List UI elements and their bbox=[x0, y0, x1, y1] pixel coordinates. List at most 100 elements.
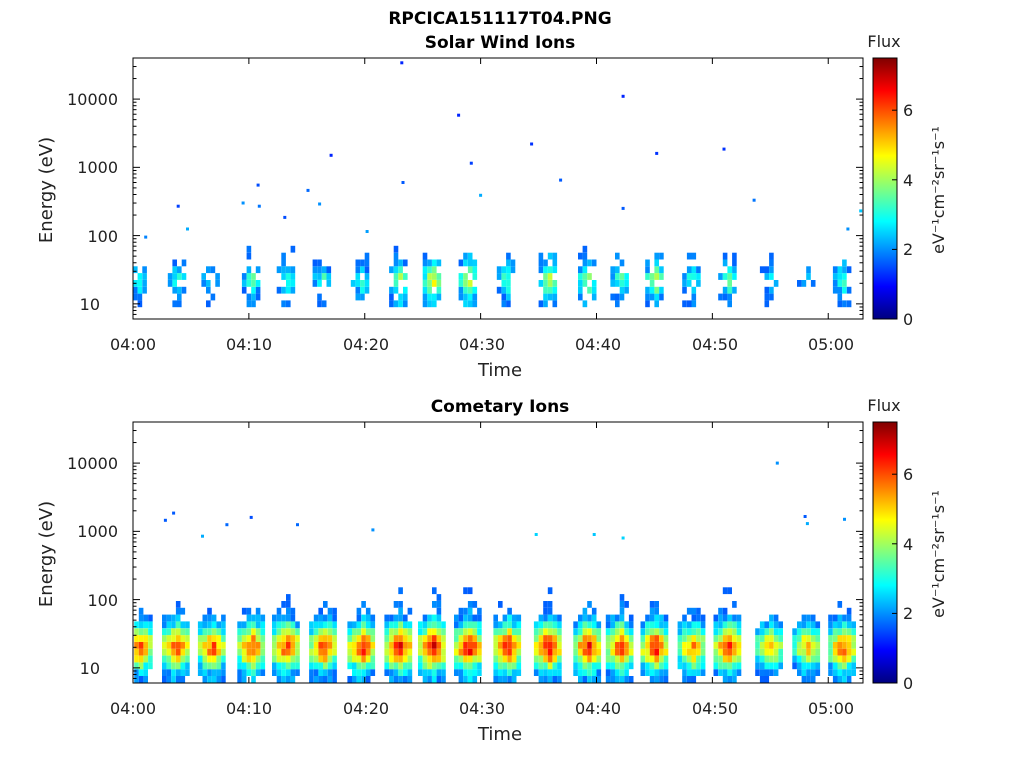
spectrogram-cell bbox=[691, 293, 697, 301]
spectrogram-cell bbox=[436, 259, 442, 267]
spectrogram-cell bbox=[759, 669, 765, 676]
spectrogram-cell bbox=[255, 621, 261, 629]
spectrogram-cell bbox=[496, 273, 502, 280]
spectrogram-cell bbox=[432, 669, 437, 676]
spectrogram-cell bbox=[281, 655, 286, 663]
spectrogram-cell bbox=[773, 635, 779, 642]
spectrogram-cell bbox=[216, 628, 221, 636]
spectrogram-cell bbox=[810, 280, 816, 287]
spectrogram-cell bbox=[797, 635, 802, 642]
figure-title: RPCICA151117T04.PNG bbox=[388, 9, 611, 29]
spectrogram-cell bbox=[356, 662, 362, 670]
spectrogram-cell bbox=[842, 300, 847, 308]
spectrogram-cell bbox=[696, 669, 701, 676]
spectrogram-cell bbox=[384, 655, 389, 663]
spectrogram-cell bbox=[778, 635, 783, 642]
spectrogram-cell bbox=[463, 648, 468, 656]
spectrogram-cell bbox=[533, 621, 539, 629]
spectrogram-cell bbox=[837, 266, 843, 274]
spectrogram-cell bbox=[246, 655, 252, 663]
spectrogram-cell bbox=[202, 641, 208, 649]
spectrogram-cell bbox=[842, 621, 847, 629]
spectrogram-cell bbox=[843, 517, 846, 521]
spectrogram-cell bbox=[682, 635, 687, 642]
spectrogram-cell bbox=[347, 628, 352, 636]
spectrogram-cell bbox=[803, 515, 807, 518]
spectrogram-cell bbox=[370, 635, 376, 642]
spectrogram-cell bbox=[801, 676, 807, 683]
spectrogram-cell bbox=[206, 286, 211, 294]
spectrogram-cell bbox=[533, 635, 539, 642]
spectrogram-cell bbox=[615, 628, 620, 636]
spectrogram-cell bbox=[815, 621, 821, 629]
spectrogram-cell bbox=[356, 641, 362, 649]
spectrogram-cell bbox=[360, 286, 365, 294]
spectrogram-cell bbox=[143, 676, 148, 683]
spectrogram-cell bbox=[493, 641, 498, 649]
spectrogram-cell bbox=[792, 662, 797, 670]
spectrogram-cell bbox=[166, 669, 172, 676]
spectrogram-cell bbox=[832, 676, 838, 683]
spectrogram-cell bbox=[207, 662, 212, 670]
spectrogram-cell bbox=[323, 676, 328, 683]
spectrogram-cell bbox=[736, 648, 742, 656]
spectrogram-cell bbox=[842, 628, 847, 636]
spectrogram-cell bbox=[463, 614, 468, 622]
spectrogram-cell bbox=[403, 635, 408, 642]
spectrogram-cell bbox=[432, 280, 437, 287]
spectrogram-cell bbox=[211, 669, 217, 676]
spectrogram-cell bbox=[649, 286, 655, 294]
spectrogram-cell bbox=[206, 280, 211, 287]
spectrogram-cell bbox=[472, 293, 478, 301]
spectrogram-cell bbox=[477, 655, 482, 663]
spectrogram-cell bbox=[332, 648, 337, 656]
spectrogram-cell bbox=[649, 662, 655, 670]
spectrogram-cell bbox=[467, 669, 473, 676]
spectrogram-cell bbox=[393, 286, 399, 294]
spectrogram-cell bbox=[628, 676, 634, 683]
spectrogram-cell bbox=[502, 621, 508, 629]
spectrogram-cell bbox=[764, 669, 770, 676]
spectrogram-cell bbox=[389, 621, 394, 629]
spectrogram-cell bbox=[722, 614, 728, 622]
spectrogram-cell bbox=[506, 273, 511, 280]
x-tick-label: 04:50 bbox=[692, 699, 738, 718]
spectrogram-cell bbox=[167, 273, 173, 280]
spectrogram-cell bbox=[727, 266, 732, 274]
spectrogram-cell bbox=[272, 662, 277, 670]
spectrogram-cell bbox=[773, 621, 779, 629]
spectrogram-cell bbox=[281, 266, 286, 274]
spectrogram-cell bbox=[458, 280, 464, 287]
spectrogram-cell bbox=[276, 635, 282, 642]
spectrogram-cell bbox=[403, 259, 408, 267]
spectrogram-cell bbox=[649, 628, 655, 636]
spectrogram-cell bbox=[769, 655, 774, 663]
spectrogram-cell bbox=[393, 648, 399, 656]
spectrogram-cell bbox=[691, 614, 697, 622]
spectrogram-cell bbox=[467, 607, 473, 615]
spectrogram-cell bbox=[722, 607, 728, 615]
spectrogram-cell bbox=[403, 614, 408, 622]
spectrogram-cell bbox=[624, 635, 629, 642]
spectrogram-cell bbox=[764, 662, 770, 670]
spectrogram-cell bbox=[851, 621, 856, 629]
spectrogram-cell bbox=[281, 601, 286, 608]
spectrogram-cell bbox=[682, 676, 687, 683]
spectrogram-cell bbox=[276, 669, 282, 676]
spectrogram-cell bbox=[538, 614, 544, 622]
spectrogram-cell bbox=[769, 293, 774, 301]
spectrogram-cell bbox=[502, 655, 508, 663]
spectrogram-cell bbox=[502, 628, 508, 636]
spectrogram-cell bbox=[846, 641, 852, 649]
spectrogram-cell bbox=[318, 669, 323, 676]
spectrogram-cell bbox=[162, 662, 167, 670]
spectrogram-cell bbox=[801, 669, 807, 676]
spectrogram-cell bbox=[255, 266, 261, 274]
spectrogram-cell bbox=[255, 286, 261, 294]
spectrogram-cell bbox=[251, 614, 256, 622]
spectrogram-cell bbox=[364, 252, 370, 260]
spectrogram-cell bbox=[172, 266, 177, 274]
spectrogram-cell bbox=[427, 648, 432, 656]
spectrogram-cell bbox=[185, 662, 190, 670]
spectrogram-cell bbox=[472, 601, 478, 608]
